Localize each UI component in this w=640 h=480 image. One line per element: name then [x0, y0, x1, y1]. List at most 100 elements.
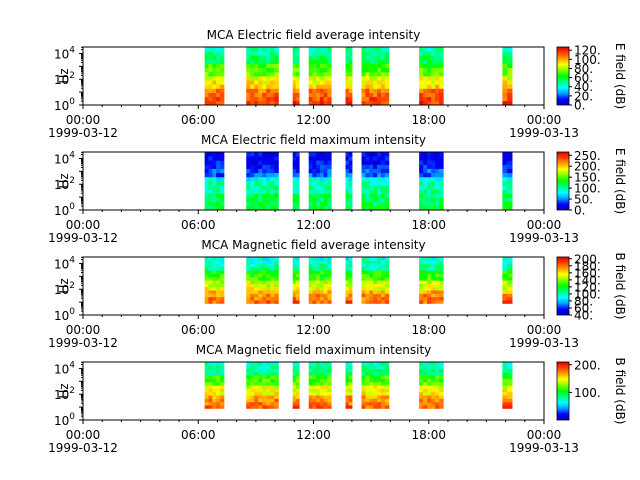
data-interval	[204, 152, 225, 211]
x-date-label-end: 1999-03-13	[509, 126, 579, 140]
colorbar-tick-label: 120.	[574, 280, 601, 294]
colorbar-gradient	[556, 46, 570, 106]
colorbar: 0.20.40.60.80.100.120. E field (dB)	[556, 43, 627, 113]
colorbar-tick-label: 50.	[574, 193, 593, 207]
colorbar-tick-label: 20.	[574, 89, 593, 103]
x-tick-label: 18:00	[411, 428, 446, 442]
data-interval	[246, 47, 279, 106]
colorbar-tick-label: 100.	[574, 287, 601, 301]
y-tick-label: 102	[54, 281, 75, 297]
x-date-label-start: 1999-03-12	[48, 126, 118, 140]
data-interval	[246, 362, 279, 409]
y-axis-label: Hz	[57, 68, 71, 83]
data-interval	[419, 47, 444, 106]
x-tick-label: 12:00	[296, 113, 331, 127]
x-tick-label: 06:00	[181, 323, 216, 337]
colorbar: 40.60.80.100.120.140.160.180.200. B field…	[556, 252, 627, 323]
chart-title: MCA Magnetic field maximum intensity	[196, 343, 432, 357]
colorbar-gradient	[556, 361, 570, 421]
y-tick-label: 102	[54, 386, 75, 402]
data-interval	[292, 47, 300, 106]
x-tick-label: 06:00	[181, 428, 216, 442]
colorbar-tick-label: 200.	[574, 358, 601, 372]
x-date-label-start: 1999-03-12	[48, 336, 118, 350]
colorbar-tick-label: 0.	[574, 204, 585, 218]
y-axis-label: Hz	[57, 383, 71, 398]
x-date-label-end: 1999-03-13	[509, 336, 579, 350]
chart-panel-3: MCA Magnetic field average intensity 100 1…	[48, 238, 627, 350]
colorbar-tick-label: 200.	[574, 160, 601, 174]
colorbar-tick-label: 120.	[574, 44, 601, 58]
data-interval	[204, 362, 225, 409]
colorbar-tick-label: 100.	[574, 386, 601, 400]
y-tick-label: 100	[54, 202, 75, 218]
colorbar-tick-label: 100.	[574, 53, 601, 67]
x-tick-label: 00:00	[66, 323, 101, 337]
colorbar-tick-label: 250.	[574, 149, 601, 163]
colorbar-label: E field (dB)	[613, 148, 627, 214]
y-tick-label: 104	[54, 150, 75, 166]
x-date-label-start: 1999-03-12	[48, 441, 118, 455]
x-tick-label: 00:00	[527, 428, 562, 442]
x-tick-label: 00:00	[66, 113, 101, 127]
data-interval	[361, 362, 390, 409]
y-tick-label: 100	[54, 307, 75, 323]
chart-title: MCA Electric field maximum intensity	[201, 133, 426, 147]
x-tick-label: 00:00	[66, 428, 101, 442]
colorbar-tick-label: 80.	[574, 62, 593, 76]
colorbar-tick-label: 160.	[574, 266, 601, 280]
colorbar-tick-label: 60.	[574, 301, 593, 315]
data-interval	[502, 152, 513, 211]
data-interval	[292, 257, 300, 304]
data-interval	[308, 257, 332, 304]
data-interval	[292, 362, 300, 409]
x-date-label-end: 1999-03-13	[509, 231, 579, 245]
x-tick-label: 12:00	[296, 323, 331, 337]
colorbar-tick-label: 100.	[574, 182, 601, 196]
colorbar-label: B field (dB)	[613, 253, 627, 320]
x-tick-label: 00:00	[66, 218, 101, 232]
data-interval	[502, 47, 513, 106]
data-interval	[419, 257, 444, 304]
colorbar-label: E field (dB)	[613, 43, 627, 109]
colorbar-tick-label: 40.	[574, 309, 593, 323]
chart-panel-4: MCA Magnetic field maximum intensity 100 1…	[48, 343, 627, 455]
data-interval	[308, 47, 332, 106]
y-tick-label: 100	[54, 412, 75, 428]
data-interval	[361, 152, 390, 211]
chart-title: MCA Electric field average intensity	[207, 28, 421, 42]
colorbar-label: B field (dB)	[613, 358, 627, 425]
y-tick-label: 104	[54, 360, 75, 376]
data-interval	[246, 257, 279, 304]
data-interval	[308, 362, 332, 409]
x-tick-label: 00:00	[527, 218, 562, 232]
data-interval	[292, 152, 300, 211]
data-interval	[345, 152, 353, 211]
chart-title: MCA Magnetic field average intensity	[201, 238, 425, 252]
x-tick-label: 12:00	[296, 218, 331, 232]
x-tick-label: 06:00	[181, 113, 216, 127]
chart-panel-2: MCA Electric field maximum intensity 100 1…	[48, 133, 627, 245]
x-tick-label: 18:00	[411, 323, 446, 337]
y-tick-label: 100	[54, 97, 75, 113]
y-axis-label: Hz	[57, 173, 71, 188]
colorbar-tick-label: 0.	[574, 99, 585, 113]
chart-panel-1: MCA Electric field average intensity 100 1…	[48, 28, 627, 140]
data-interval	[345, 257, 353, 304]
colorbar-tick-label: 140.	[574, 273, 601, 287]
colorbar-tick-label: 180.	[574, 259, 601, 273]
colorbar-tick-label: 60.	[574, 71, 593, 85]
data-interval	[204, 257, 225, 304]
colorbar: 100. 200. B field (dB)	[556, 358, 627, 425]
data-interval	[308, 152, 332, 211]
y-tick-label: 102	[54, 176, 75, 192]
data-interval	[502, 257, 513, 304]
x-tick-label: 18:00	[411, 218, 446, 232]
colorbar-gradient	[556, 256, 570, 316]
data-interval	[246, 152, 279, 211]
colorbar-gradient	[556, 151, 570, 211]
x-tick-label: 12:00	[296, 428, 331, 442]
data-interval	[419, 152, 444, 211]
colorbar-tick-label: 200.	[574, 252, 601, 266]
